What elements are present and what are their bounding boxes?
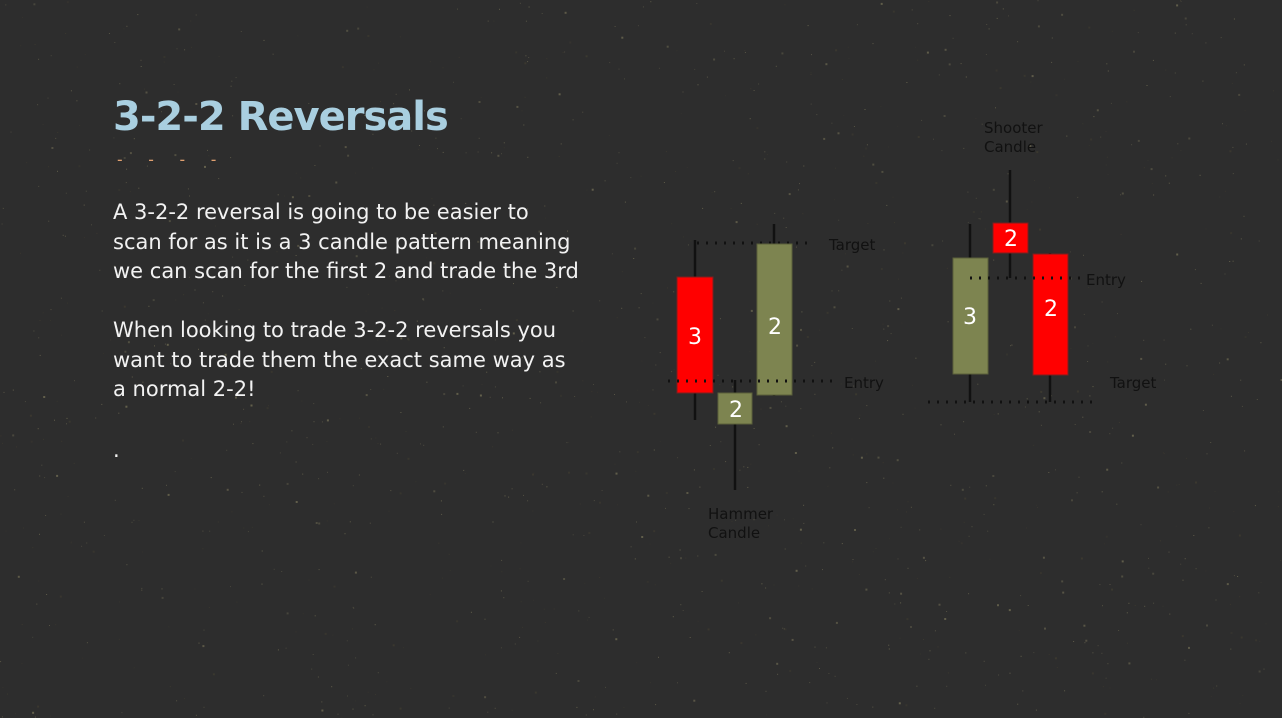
candle-number: 3 bbox=[963, 305, 977, 330]
bear-candle-body bbox=[1032, 253, 1069, 376]
candle-number: 2 bbox=[1044, 297, 1058, 322]
candle-number: 2 bbox=[768, 315, 782, 340]
trade-line: When looking to trade 3-2-2 reversals yo… bbox=[113, 318, 557, 342]
trade-line: a normal 2-2! bbox=[113, 377, 256, 401]
bull-candle-body bbox=[756, 243, 793, 396]
bullish-reversal-diagram: Target 3 2 2 Entry Hammer Candle bbox=[668, 224, 884, 542]
shooter-candle-body bbox=[992, 222, 1029, 254]
intro-line: we can scan for the first 2 and trade th… bbox=[113, 259, 579, 283]
intro-line: scan for as it is a 3 candle pattern mea… bbox=[113, 229, 571, 254]
candle-number: 3 bbox=[688, 325, 702, 350]
trade-paragraph: When looking to trade 3-2-2 reversals yo… bbox=[113, 316, 603, 405]
trade-line: want to trade them the exact same way as bbox=[113, 347, 566, 372]
target-label: Target bbox=[1109, 374, 1157, 392]
shooter-candle-label: Shooter bbox=[984, 119, 1043, 137]
bearish-reversal-diagram: Shooter Candle 3 2 2 Entry Target bbox=[928, 119, 1157, 404]
target-label: Target bbox=[828, 236, 876, 254]
hammer-candle-label: Hammer bbox=[708, 505, 774, 523]
bear-candle-body bbox=[676, 276, 714, 394]
intro-paragraph: A 3-2-2 reversal is going to be easier t… bbox=[113, 198, 603, 287]
title-underline-dashes: - - - - bbox=[115, 150, 225, 169]
empty-bullet: . bbox=[113, 438, 120, 462]
hammer-candle-label: Candle bbox=[708, 524, 760, 542]
candle-number: 2 bbox=[1004, 227, 1018, 252]
entry-label: Entry bbox=[844, 374, 884, 392]
shooter-candle-label: Candle bbox=[984, 138, 1036, 156]
candle-number: 2 bbox=[729, 398, 743, 423]
slide-title: 3-2-2 Reversals bbox=[113, 94, 449, 140]
intro-line: A 3-2-2 reversal is going to be easier t… bbox=[113, 200, 529, 224]
entry-label: Entry bbox=[1086, 271, 1126, 289]
hammer-candle-body bbox=[717, 392, 753, 425]
